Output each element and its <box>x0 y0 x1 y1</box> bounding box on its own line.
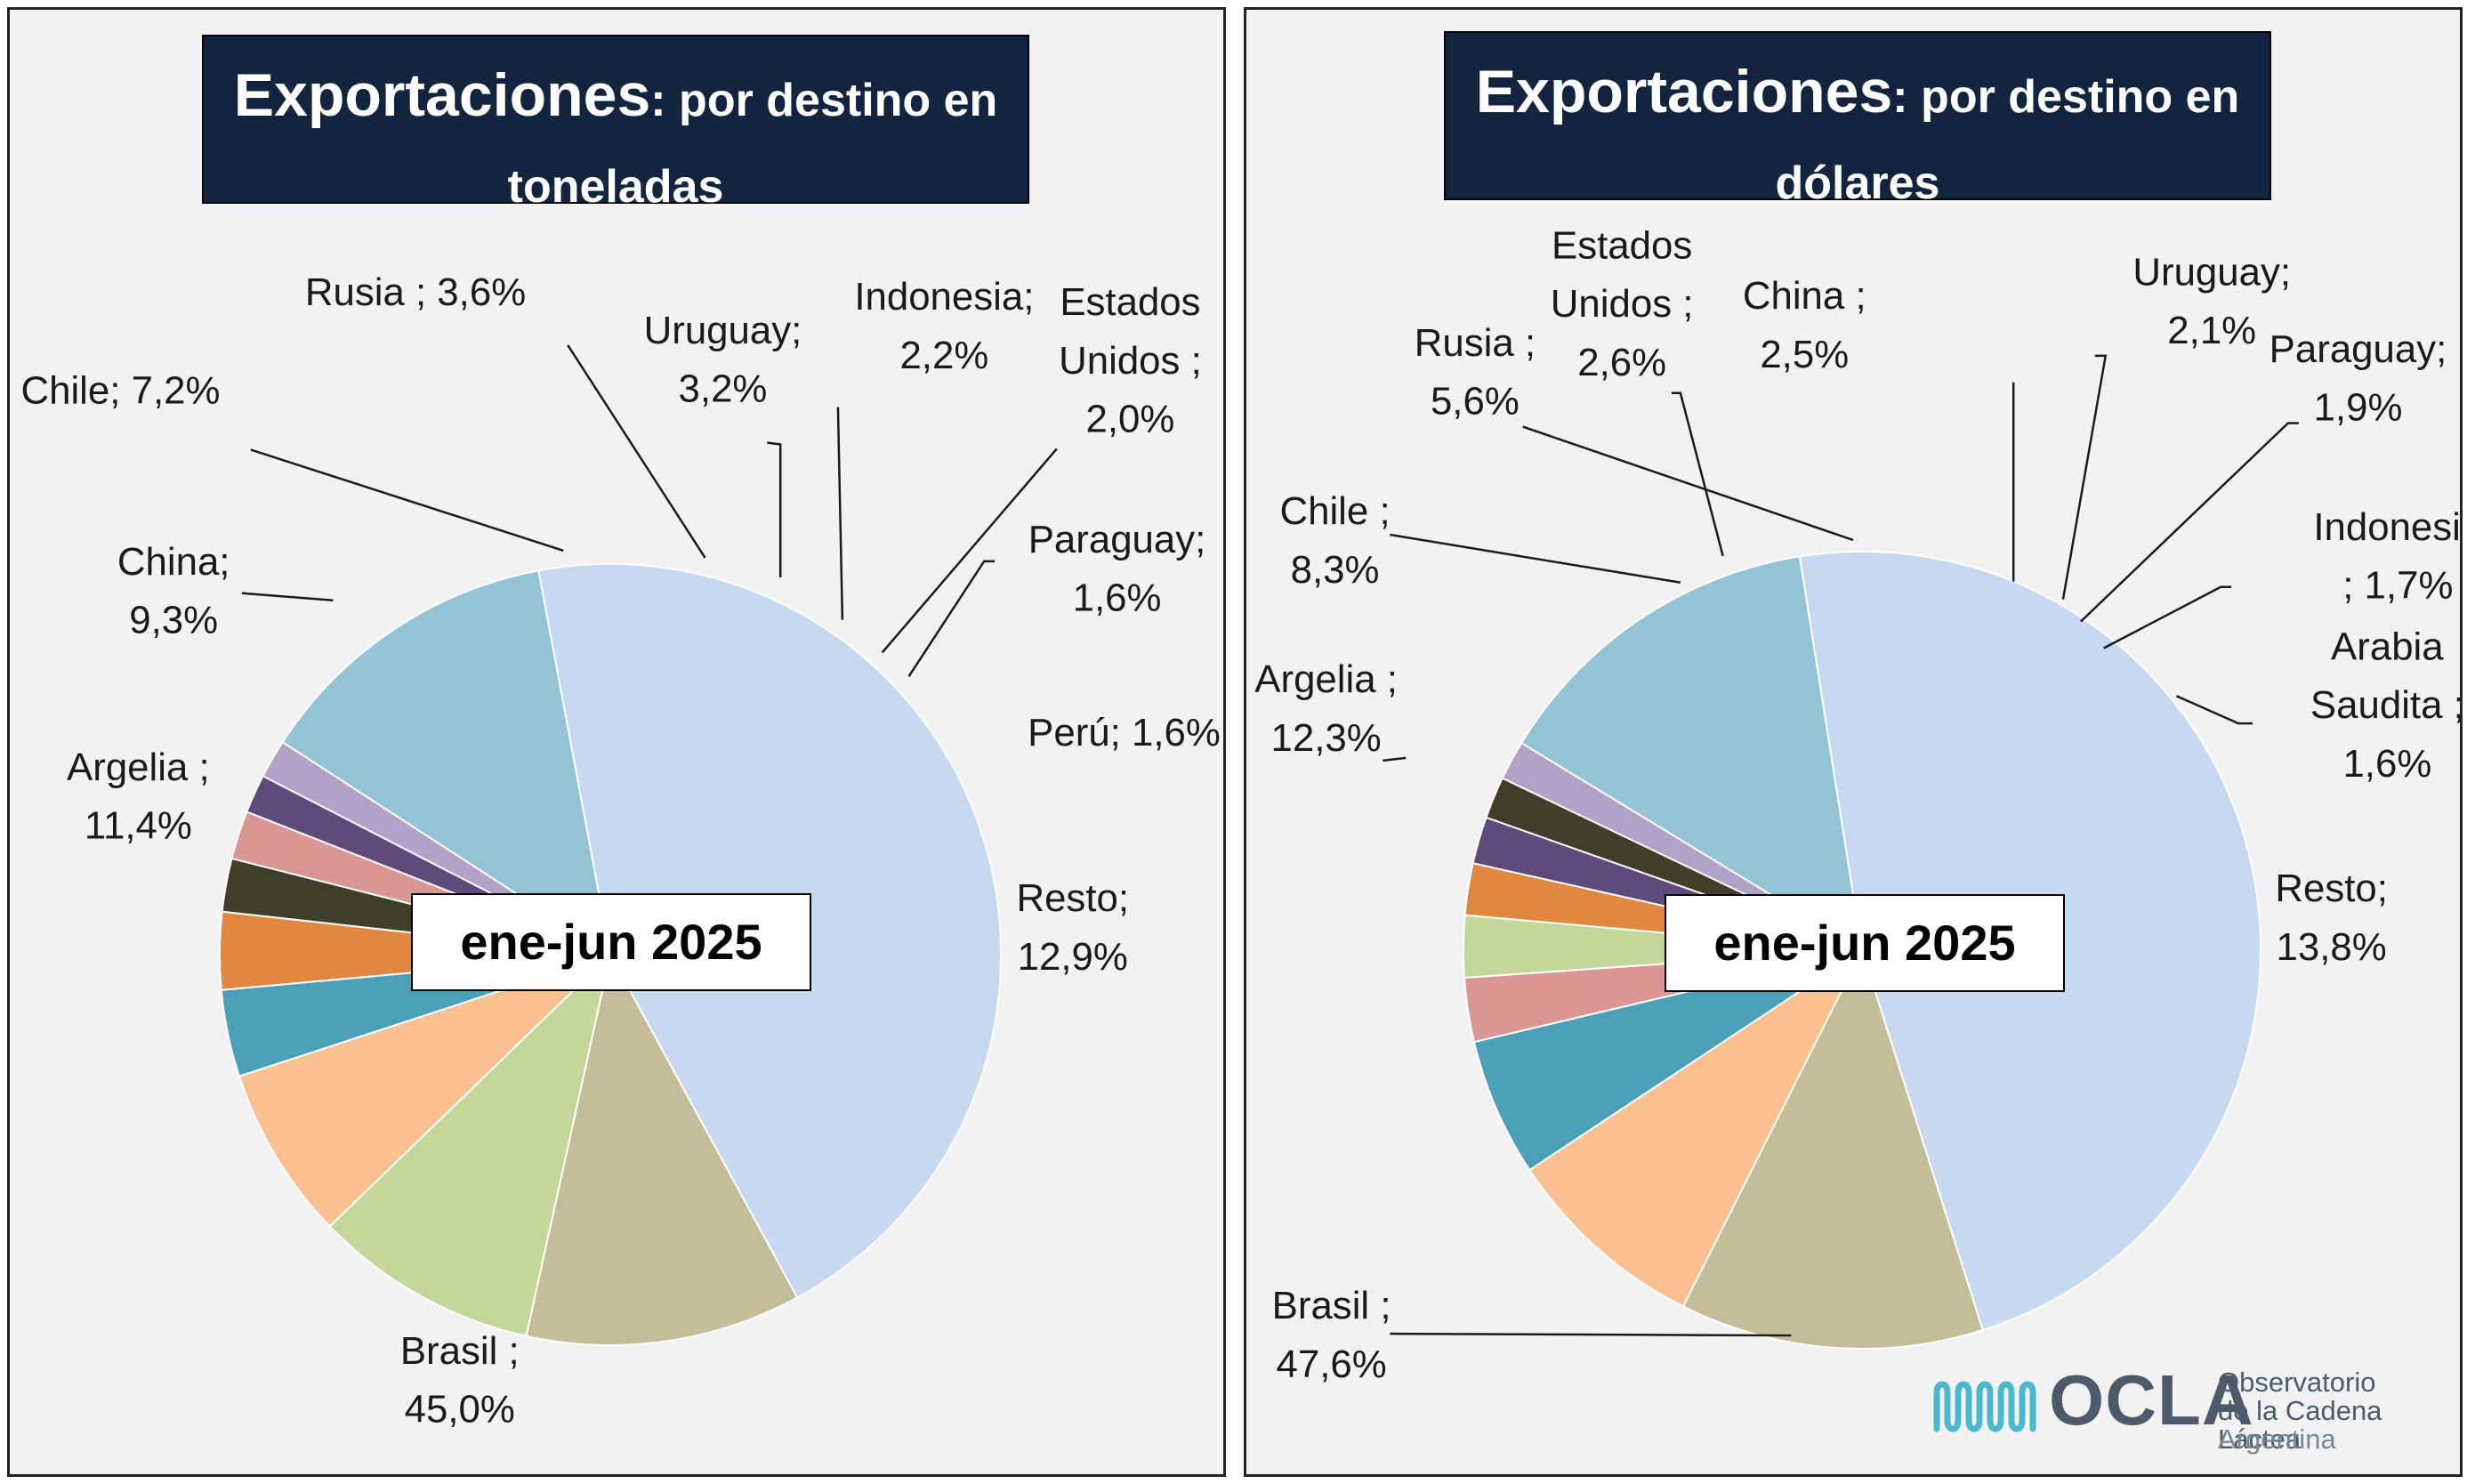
leader-line-rusia <box>567 344 706 559</box>
logo-acronym: OCLA <box>2049 1360 2254 1440</box>
slice-label-uruguay: Uruguay; 3,2% <box>644 309 802 411</box>
period-label: ene-jun 2025 <box>1665 894 2065 992</box>
slice-label-resto: Resto; 13,8% <box>2275 867 2388 969</box>
wave-icon <box>1933 1381 2036 1432</box>
slice-label-chile: Chile ; 8,3% <box>1279 489 1390 592</box>
title-main-word: Exportaciones <box>233 61 651 129</box>
slice-label-estados-unidos: Estados Unidos ; 2,0% <box>1059 280 1202 440</box>
title-line2: dólares <box>1775 157 1940 209</box>
slice-label-china: China ; 2,5% <box>1743 274 1866 376</box>
pie-slice-chile <box>238 954 611 1228</box>
slice-label-chile: Chile; 7,2% <box>20 369 220 413</box>
leader-line-china <box>241 592 334 601</box>
slice-label-peru: Perú; 1,6% <box>1028 711 1221 754</box>
slice-label-paraguay: Paraguay; 1,6% <box>1028 518 1206 620</box>
title-main-word: Exportaciones <box>1475 58 1893 125</box>
leader-line-rusia <box>1522 425 1854 542</box>
pie-slice-china <box>328 951 612 1337</box>
slice-label-brasil: Brasil ; 45,0% <box>400 1329 520 1432</box>
leader-line-chile <box>1390 533 1681 585</box>
slice-label-uruguay: Uruguay; 2,1% <box>2132 250 2291 352</box>
period-label: ene-jun 2025 <box>411 893 811 991</box>
slice-label-china: China; 9,3% <box>117 540 230 642</box>
leader-line-uruguay <box>767 441 782 577</box>
pie-slice-argelia <box>525 952 799 1346</box>
chart-title-toneladas: Exportaciones: por destino en toneladas <box>202 35 1029 213</box>
logo-line-2: de la Cadena Láctea <box>2218 1395 2382 1455</box>
leader-line-uruguay <box>2061 354 2108 600</box>
slice-label-resto: Resto; 12,9% <box>1016 876 1129 979</box>
logo-line-3: Argentina <box>2218 1424 2336 1455</box>
chart-panel-dolares: Brasil ; 47,6% Argelia ; 12,3% Chile ; 8,3% Ru… <box>1244 7 2463 1477</box>
leader-line-estados-unidos <box>1671 391 1724 557</box>
leader-line-paraguay <box>2080 422 2299 623</box>
chart-panel-toneladas: Brasil ; 45,0% Argelia ; 11,4% China; 9,3% Chi… <box>7 7 1226 1477</box>
leader-line-indonesia <box>2103 585 2232 649</box>
pie-slice-resto <box>281 569 612 957</box>
leader-line-brasil <box>1390 1332 1792 1337</box>
slice-label-estados-unidos: Estados Unidos ; 2,6% <box>1551 223 1694 383</box>
slice-label-argelia: Argelia ; 12,3% <box>1254 657 1398 760</box>
pie-chart-dolares: Brasil ; 47,6% Argelia ; 12,3% Chile ; 8,3%Ru… <box>1254 223 2460 1386</box>
slice-label-arabia-saudita: Arabia Saudita ; 1,6% <box>2310 625 2460 785</box>
chart-title-dolares: Exportaciones: por destino en dólares <box>1444 31 2271 209</box>
leader-line-arabia-saudita <box>2175 695 2253 725</box>
slice-label-rusia: Rusia ; 5,6% <box>1415 321 1536 423</box>
pie-slice-chile <box>1528 948 1865 1308</box>
pie-slice-argelia <box>1681 948 1985 1350</box>
title-line2: toneladas <box>507 161 724 213</box>
slice-label-indonesia: Indonesia; 1,7% <box>2313 505 2460 608</box>
slice-label-brasil: Brasil ; 47,6% <box>1272 1284 1391 1386</box>
title-rest-line1: : por destino en <box>1892 71 2240 123</box>
slice-label-paraguay: Paraguay; 1,9% <box>2269 327 2447 430</box>
ocla-logo: OCLA Observatorio de la Cadena Láctea Ar… <box>1933 1358 2449 1464</box>
leader-line-argelia <box>1383 756 1407 762</box>
pie-chart-toneladas: Brasil ; 45,0% Argelia ; 11,4% China; 9,3% Chi… <box>20 270 1221 1432</box>
leader-line-estados-unidos <box>881 448 1058 654</box>
slice-label-rusia: Rusia ; 3,6% <box>305 270 526 314</box>
leader-line-chile <box>250 448 564 552</box>
leader-line-paraguay <box>907 560 996 678</box>
pie-slice-rusia <box>1472 949 1863 1172</box>
leader-line-indonesia <box>836 407 844 620</box>
logo-line-1: Observatorio <box>2218 1367 2376 1398</box>
title-rest-line1: : por destino en <box>650 75 998 126</box>
pie-slice-resto <box>1520 555 1864 952</box>
slice-label-indonesia: Indonesia; 2,2% <box>854 275 1034 377</box>
slice-label-argelia: Argelia ; 11,4% <box>67 746 210 848</box>
